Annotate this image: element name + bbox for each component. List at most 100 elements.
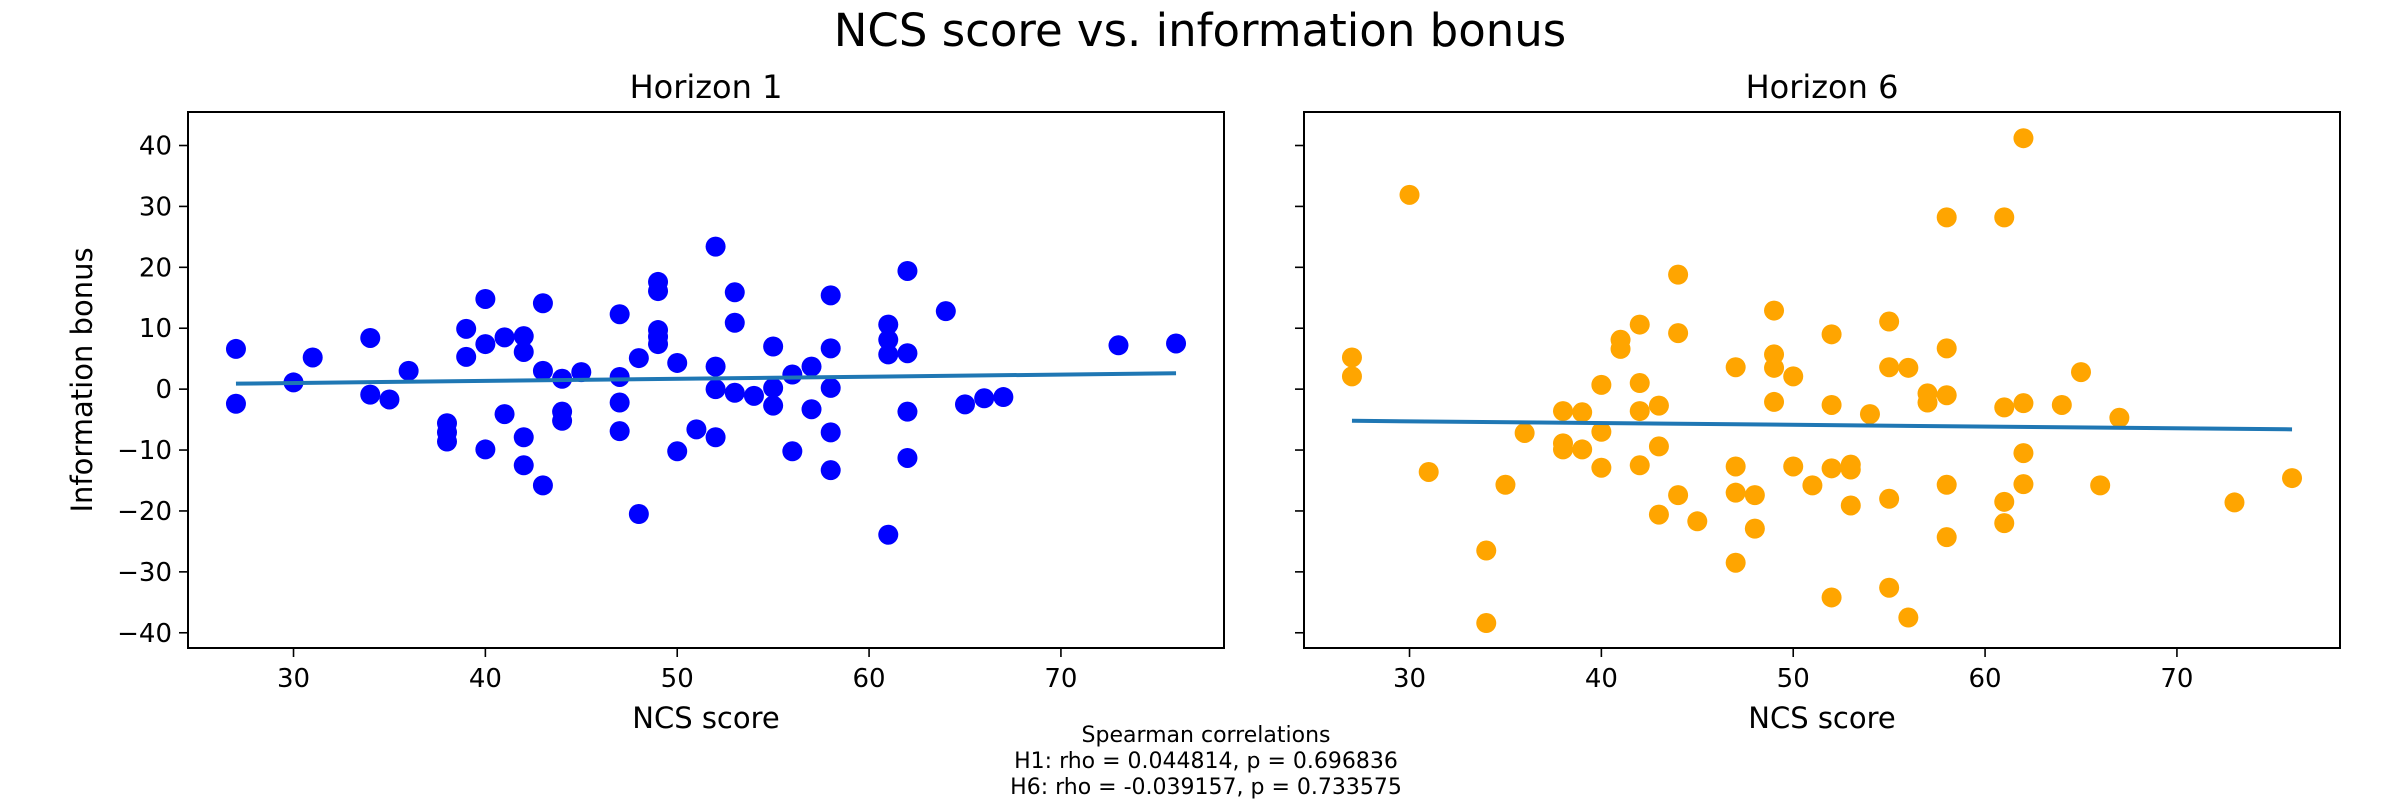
data-point <box>743 385 764 406</box>
x-tick-label: 40 <box>469 664 502 694</box>
data-point <box>1744 485 1765 506</box>
data-point <box>225 338 246 359</box>
data-point <box>1994 207 2015 228</box>
data-point <box>1668 485 1689 506</box>
data-point <box>724 312 745 333</box>
data-point <box>1917 392 1938 413</box>
x-axis-label: NCS score <box>1748 701 1896 735</box>
data-point <box>1936 474 1957 495</box>
y-tick-label: 30 <box>139 192 172 222</box>
data-point <box>2071 362 2091 383</box>
data-point <box>1591 421 1612 442</box>
data-point <box>2224 492 2245 513</box>
data-point <box>878 329 899 350</box>
data-point <box>1399 184 1420 205</box>
data-point <box>1648 395 1669 416</box>
data-point <box>532 293 553 314</box>
data-point <box>532 475 553 496</box>
data-point <box>552 410 573 431</box>
data-point <box>2282 468 2303 489</box>
data-point <box>1629 373 1650 394</box>
data-point <box>1764 391 1785 412</box>
data-point <box>705 427 726 448</box>
data-point <box>609 366 630 387</box>
data-point <box>1687 511 1708 532</box>
data-point <box>302 347 323 368</box>
data-point <box>532 360 553 381</box>
data-point <box>2013 128 2034 149</box>
data-point <box>1821 394 1842 415</box>
data-point <box>1591 457 1612 478</box>
data-point <box>1879 577 1900 598</box>
data-point <box>1725 482 1746 503</box>
data-point <box>820 285 841 306</box>
data-point <box>1936 338 1957 359</box>
data-point <box>1629 401 1650 422</box>
data-point <box>1840 459 1861 480</box>
data-point <box>2109 407 2130 428</box>
data-point <box>801 399 822 420</box>
data-point <box>993 387 1014 408</box>
data-point <box>513 455 534 476</box>
data-point <box>513 341 534 362</box>
data-point <box>475 288 496 309</box>
data-point <box>1898 357 1919 378</box>
data-point <box>437 431 457 452</box>
y-tick-label: −10 <box>117 436 172 466</box>
data-point <box>648 334 669 355</box>
data-point <box>1166 333 1187 354</box>
regression-line <box>235 371 1177 386</box>
x-tick-label: 50 <box>661 664 694 694</box>
data-point <box>1610 338 1631 359</box>
data-point <box>1898 607 1919 628</box>
data-point <box>513 326 534 347</box>
data-point <box>820 377 841 398</box>
data-point <box>878 524 899 545</box>
y-tick-label: −30 <box>117 558 172 588</box>
x-tick-label: 40 <box>1585 664 1618 694</box>
data-point <box>820 422 841 443</box>
data-point <box>648 281 669 302</box>
y-tick-label: −20 <box>117 497 172 527</box>
data-point <box>897 401 918 422</box>
data-point <box>1725 552 1746 573</box>
regression-line <box>1351 418 2293 432</box>
y-tick-label: −40 <box>117 619 172 649</box>
data-point <box>456 346 477 367</box>
data-point <box>1495 474 1516 495</box>
data-point <box>1859 404 1880 425</box>
data-point <box>1572 402 1593 423</box>
x-tick-label: 60 <box>853 664 886 694</box>
x-axis-label: NCS score <box>632 701 780 735</box>
data-point <box>494 327 515 348</box>
data-point <box>1591 374 1612 395</box>
y-axis-label: Information bonus <box>65 247 99 512</box>
data-point <box>609 304 630 325</box>
data-point <box>686 419 707 440</box>
x-tick-label: 50 <box>1777 664 1810 694</box>
data-point <box>360 384 381 405</box>
x-tick-label: 30 <box>1393 664 1426 694</box>
panel-title: Horizon 6 <box>1746 68 1899 106</box>
x-tick-label: 30 <box>277 664 310 694</box>
panel-horizon-1: Horizon 1 30 40 50 60 70 −40 −30 −20 −10 0 10 20 30 40… <box>65 68 1225 735</box>
y-tick-label: 40 <box>139 132 172 162</box>
data-point <box>1514 422 1535 443</box>
data-point <box>456 318 477 339</box>
data-point <box>724 282 745 303</box>
data-point <box>1476 540 1497 561</box>
data-point <box>513 427 534 448</box>
data-point <box>1936 527 1957 548</box>
data-point <box>724 382 745 403</box>
data-point <box>1744 518 1765 539</box>
data-point <box>360 327 381 348</box>
data-point <box>820 338 841 359</box>
data-point <box>935 301 956 322</box>
data-point <box>705 356 726 377</box>
data-point <box>1668 323 1689 344</box>
data-point <box>2013 393 2034 414</box>
x-tick-label: 70 <box>1044 664 1077 694</box>
panel-title: Horizon 1 <box>630 68 783 106</box>
data-point <box>897 447 918 468</box>
